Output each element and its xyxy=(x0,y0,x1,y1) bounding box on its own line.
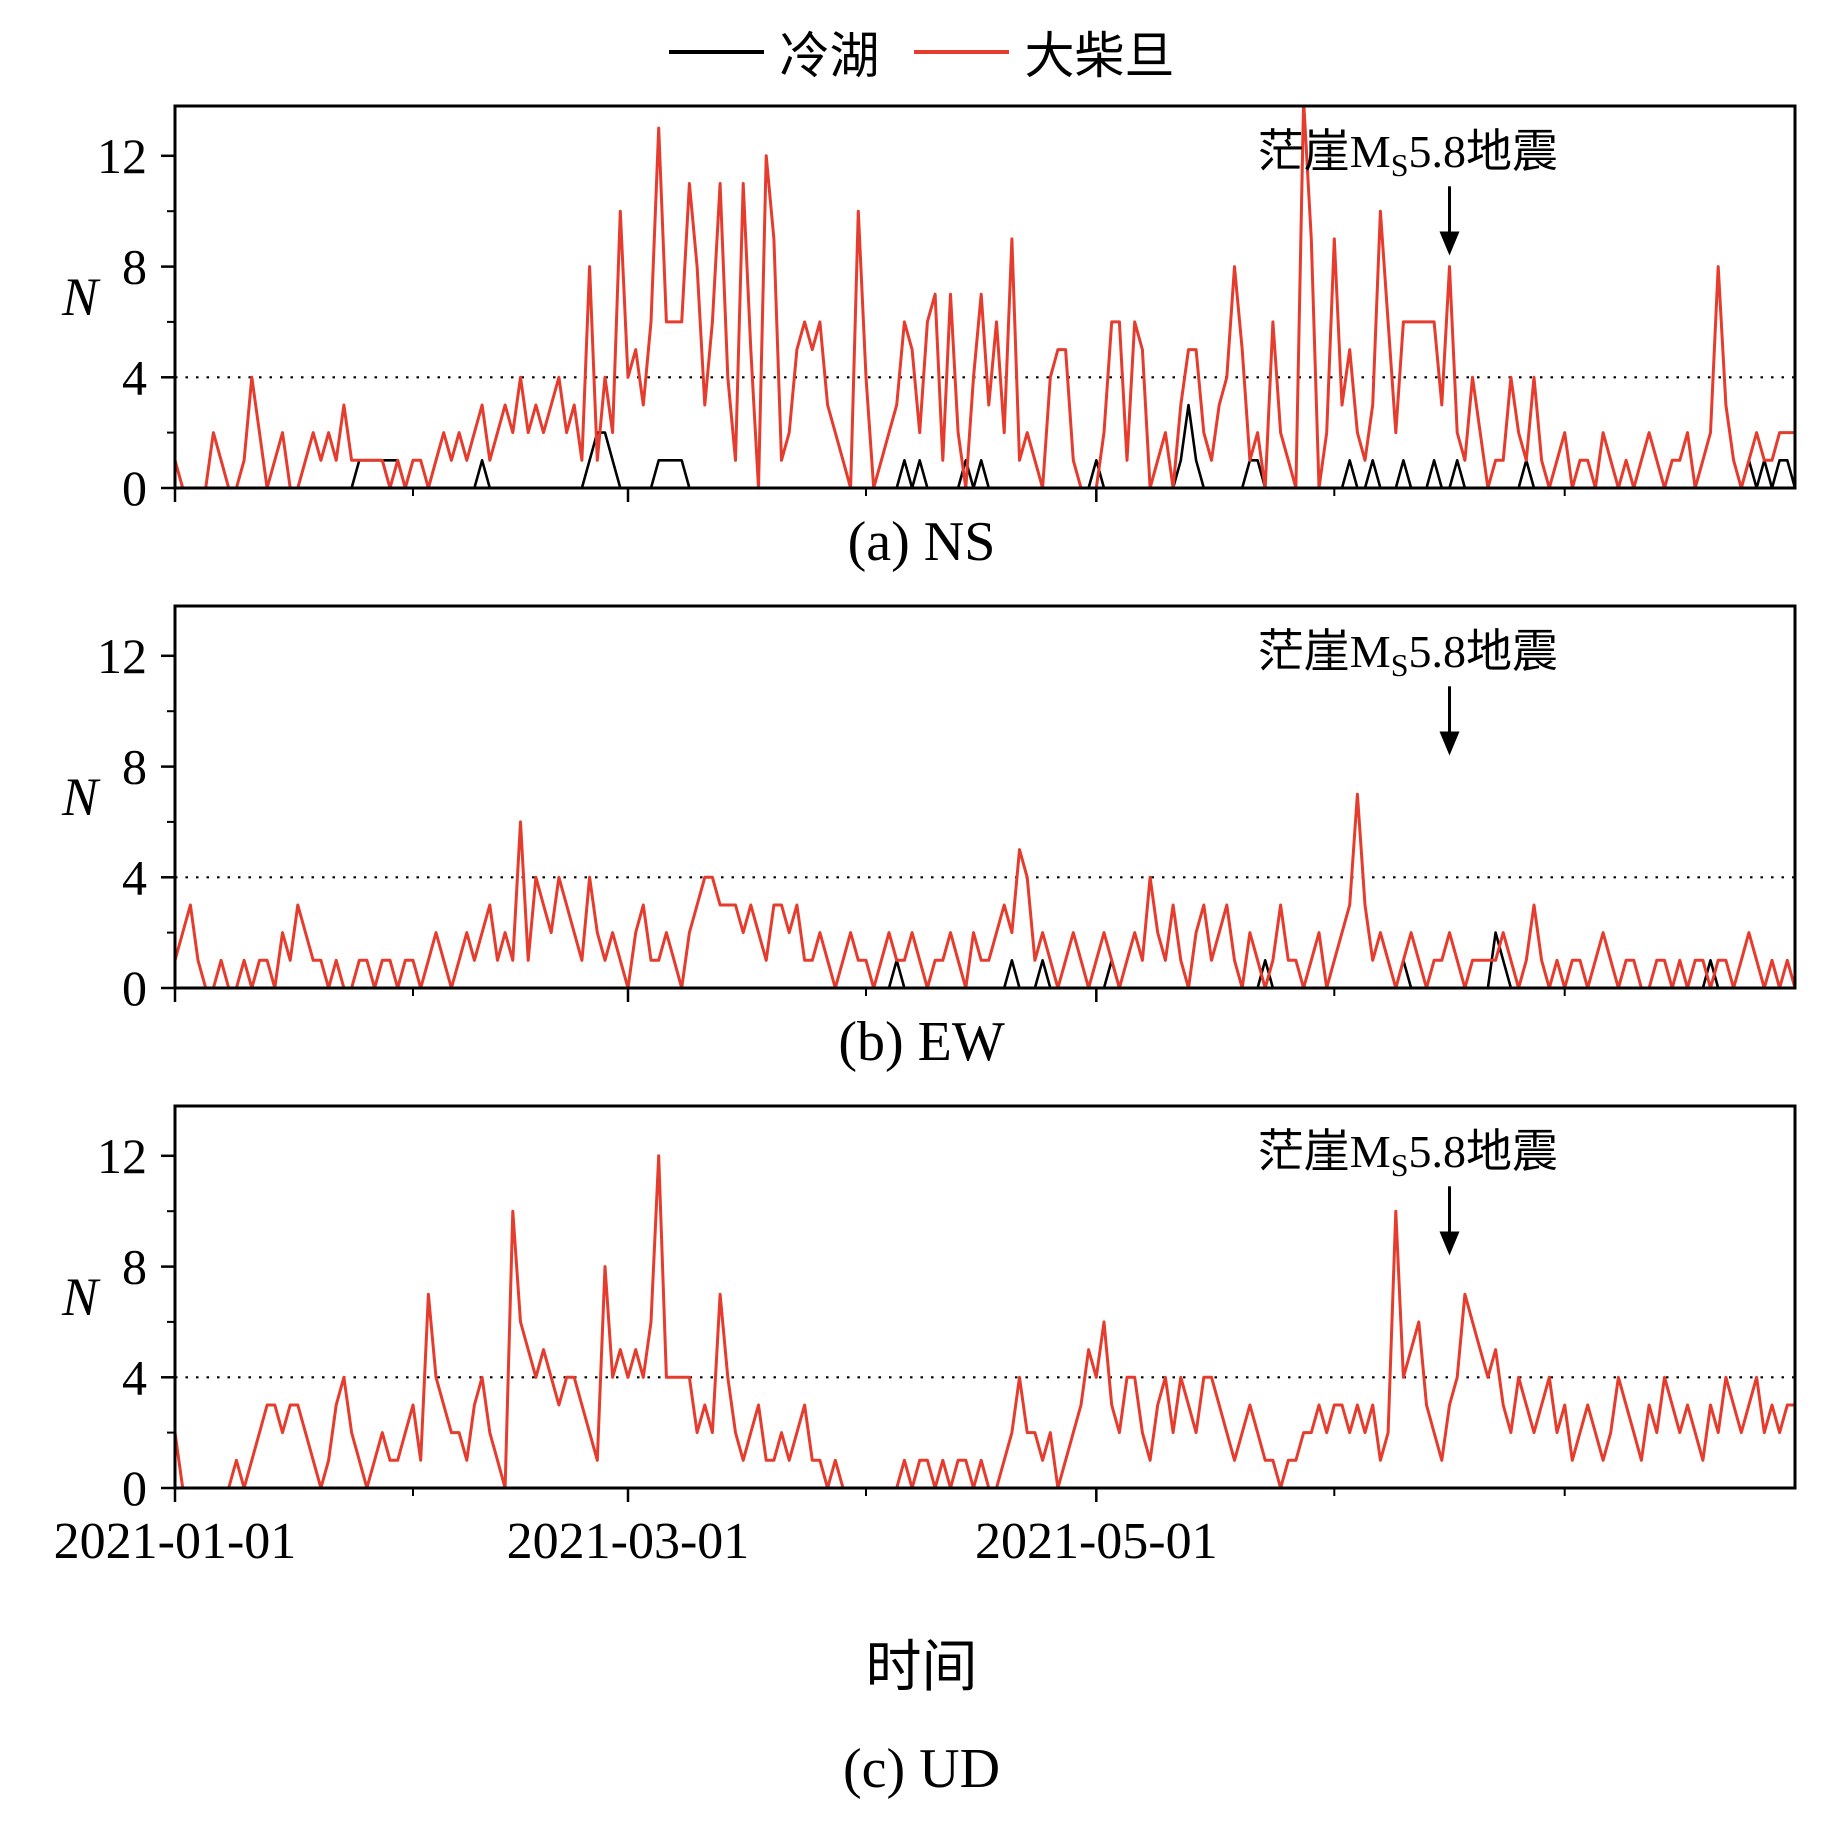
x-tick-label: 2021-01-01 xyxy=(54,1513,297,1570)
legend-item-dachaidan: 大柴旦 xyxy=(913,16,1175,88)
plot-frame xyxy=(173,104,1797,490)
y-tick-label: 8 xyxy=(122,1239,147,1295)
plot-frame xyxy=(173,604,1797,990)
x-tick-label: 2021-03-01 xyxy=(507,1513,750,1570)
panel-a-chart: 0 4 8 12 N 茫崖MS5.8地震 xyxy=(61,104,1797,506)
caption-b: (b) EW xyxy=(838,1011,1005,1073)
y-tick-label: 4 xyxy=(122,349,147,405)
series-line-dachaidan xyxy=(175,106,1795,488)
series-line-lenghu xyxy=(175,403,1795,488)
lenghu-line-swatch xyxy=(668,50,764,54)
annotation-text: 茫崖MS5.8地震 xyxy=(1258,126,1558,183)
annotation-arrowhead xyxy=(1439,231,1460,256)
legend: 冷湖 大柴旦 xyxy=(668,16,1175,88)
annotation-text: 茫崖MS5.8地震 xyxy=(1258,1126,1558,1183)
panel-b-chart: 0 4 8 12 N 茫崖MS5.8地震 xyxy=(61,604,1797,1006)
panel-c-chart: 0 4 8 12 2021-01-01 2021-03-01 2021-05-01 N 茫崖MS… xyxy=(54,1104,1797,1570)
legend-label-dachaidan: 大柴旦 xyxy=(1024,28,1175,84)
series-line-dachaidan xyxy=(175,1154,1795,1488)
x-axis-title: 时间 xyxy=(865,1637,978,1699)
y-tick-label: 4 xyxy=(122,849,147,905)
y-axis-title: N xyxy=(61,267,101,327)
caption-a: (a) NS xyxy=(847,511,996,573)
x-tick-label: 2021-05-01 xyxy=(975,1513,1218,1570)
y-tick-label: 8 xyxy=(122,239,147,295)
y-tick-label: 12 xyxy=(97,628,147,684)
y-tick-label: 12 xyxy=(97,1128,147,1184)
annotation-arrowhead xyxy=(1439,731,1460,756)
annotation-arrowhead xyxy=(1439,1231,1460,1256)
y-tick-label: 0 xyxy=(122,960,147,1006)
y-axis-title: N xyxy=(61,767,101,827)
legend-label-lenghu: 冷湖 xyxy=(779,28,880,84)
y-tick-label: 8 xyxy=(122,739,147,795)
y-tick-label: 0 xyxy=(122,1460,147,1516)
dachaidan-line-swatch xyxy=(913,50,1009,54)
caption-c: (c) UD xyxy=(842,1738,1001,1800)
plot-frame xyxy=(173,1104,1797,1490)
y-tick-label: 12 xyxy=(97,128,147,184)
legend-item-lenghu: 冷湖 xyxy=(668,16,880,88)
y-tick-label: 0 xyxy=(122,460,147,506)
annotation-text: 茫崖MS5.8地震 xyxy=(1258,626,1558,683)
y-tick-label: 4 xyxy=(122,1349,147,1405)
y-axis-title: N xyxy=(61,1267,101,1327)
series-line-dachaidan xyxy=(175,792,1795,988)
